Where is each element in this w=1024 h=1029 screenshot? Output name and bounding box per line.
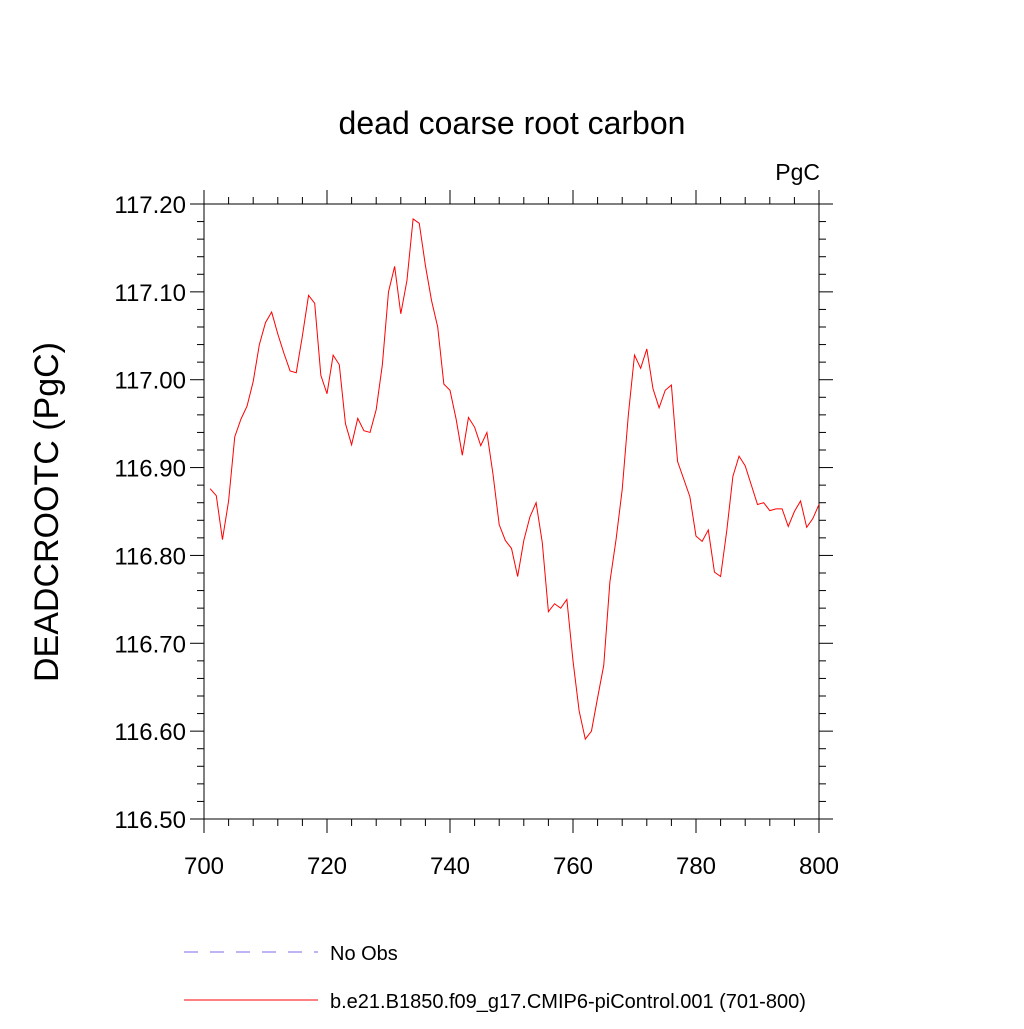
series-layer <box>209 218 820 741</box>
x-tick-label: 720 <box>307 853 347 880</box>
y-tick-label: 116.80 <box>114 543 186 570</box>
x-tick-label: 740 <box>430 853 470 880</box>
x-axis-ticks: 700 720 740 760 780 800 <box>184 190 839 880</box>
y-tick-label: 116.50 <box>114 807 186 834</box>
series-line-picontrol <box>209 218 820 741</box>
chart-title: dead coarse root carbon <box>339 105 686 141</box>
legend-label-no-obs: No Obs <box>330 943 398 965</box>
x-tick-label: 700 <box>184 853 224 880</box>
x-tick-label: 780 <box>676 853 716 880</box>
y-tick-label: 116.90 <box>114 456 186 483</box>
x-tick-label: 760 <box>553 853 593 880</box>
y-tick-label: 117.00 <box>114 368 186 395</box>
plot-frame <box>203 203 820 820</box>
y-tick-label: 116.60 <box>114 719 186 746</box>
y-axis-ticks: 116.50 116.60 116.70 116.80 116.90 117.00 117.… <box>114 192 833 834</box>
units-label: PgC <box>775 159 820 185</box>
x-tick-label: 800 <box>799 853 839 880</box>
y-tick-label: 116.70 <box>114 631 186 658</box>
legend-label-picontrol: b.e21.B1850.f09_g17.CMIP6-piControl.001 … <box>330 991 806 1013</box>
y-tick-label: 117.20 <box>114 192 186 219</box>
y-axis-label: DEADCROOTC (PgC) <box>28 342 66 682</box>
y-tick-label: 117.10 <box>114 280 186 307</box>
legend: No Obs b.e21.B1850.f09_g17.CMIP6-piContr… <box>184 943 806 1013</box>
